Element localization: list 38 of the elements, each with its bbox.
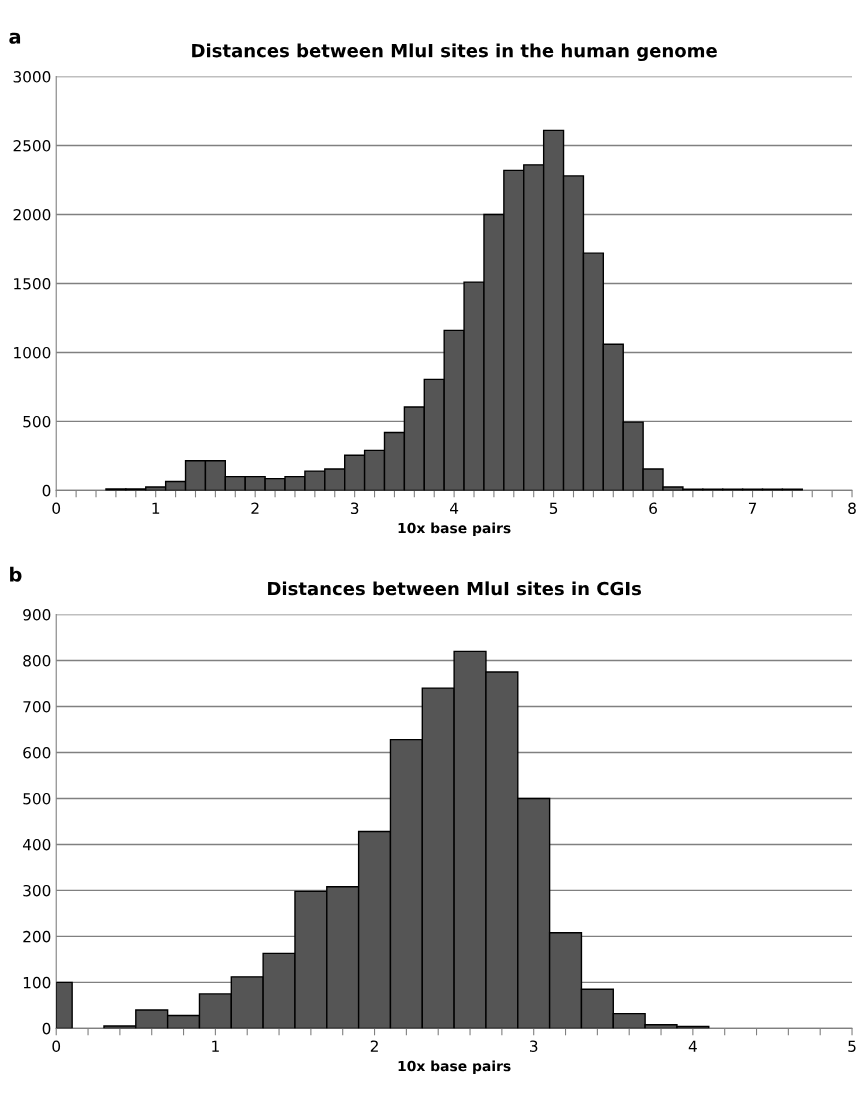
- y-tick-label: 700: [23, 700, 51, 713]
- text: b: [10, 566, 22, 582]
- x-tick-label: 3: [530, 1040, 538, 1052]
- x-tick-label: 0: [52, 502, 61, 515]
- x-tick-label: 4: [688, 1040, 697, 1052]
- y-tick-label: 2500: [13, 140, 51, 152]
- y-tick-label: 900: [23, 609, 51, 621]
- x-tick-label: 6: [649, 502, 657, 515]
- y-tick-label: 100: [23, 976, 51, 989]
- x-tick-label: 2: [251, 502, 259, 514]
- x-tick-label: 5: [848, 1040, 856, 1052]
- y-tick-label: 0: [42, 484, 51, 497]
- y-tick-label: 1000: [14, 346, 51, 359]
- y-tick-label: 800: [23, 654, 51, 667]
- y-tick-label: 500: [23, 792, 51, 805]
- x-tick-label: 3: [350, 502, 359, 515]
- y-tick-label: 600: [23, 746, 51, 759]
- y-tick-label: 0: [42, 1022, 51, 1035]
- y-tick-label: 200: [23, 930, 51, 943]
- x-tick-label: 1: [152, 502, 160, 514]
- y-tick-label: 300: [23, 884, 51, 897]
- y-tick-label: 500: [23, 415, 51, 428]
- text: a: [9, 32, 21, 44]
- x-tick-label: 4: [450, 502, 459, 514]
- y-tick-label: 1500: [14, 277, 51, 290]
- x-axis-title: 10x base pairs: [398, 522, 511, 536]
- x-tick-label: 0: [52, 1040, 61, 1052]
- x-tick-label: 5: [549, 502, 558, 515]
- y-tick-label: 400: [22, 838, 51, 851]
- y-tick-label: 2000: [13, 208, 51, 221]
- x-tick-label: 8: [848, 502, 856, 515]
- x-tick-label: 2: [370, 1040, 378, 1052]
- y-tick-label: 3000: [13, 71, 51, 83]
- x-axis-title: 10x base pairs: [398, 1060, 511, 1074]
- x-tick-label: 7: [748, 502, 757, 514]
- x-tick-label: 1: [212, 1040, 219, 1052]
- chart-title: Distances between MluI sites in the human genome: [192, 43, 717, 62]
- chart-title: Distances between MluI sites in CGIs: [268, 581, 641, 596]
